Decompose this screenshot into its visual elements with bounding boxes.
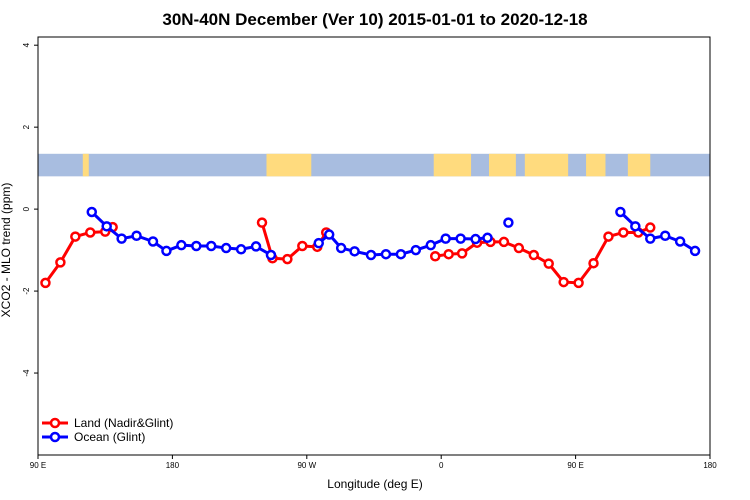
data-point [265, 249, 277, 261]
map-land-2 [433, 153, 472, 177]
y-axis: 4 2 0 -2 -4 [22, 42, 38, 377]
legend: Land (Nadir&Glint)Ocean (Glint) [42, 416, 173, 444]
data-point [498, 236, 510, 248]
x-tick-label: 180 [166, 461, 180, 470]
y-tick-label: 2 [22, 124, 31, 129]
series-line [435, 226, 651, 285]
data-point [282, 253, 293, 265]
data-point [220, 242, 232, 254]
data-point [86, 206, 98, 218]
map-land-4 [524, 153, 569, 177]
data-point [55, 257, 66, 268]
data-point [191, 240, 202, 252]
data-point [335, 242, 347, 254]
data-point [674, 236, 686, 247]
data-point [528, 249, 540, 261]
y-tick-label: -2 [22, 287, 31, 295]
data-point [630, 221, 641, 232]
data-point [365, 249, 377, 261]
data-point [455, 233, 466, 244]
map-land-5 [586, 153, 606, 177]
x-tick-label: 90 W [297, 461, 316, 470]
x-tick-label: 90 E [567, 461, 583, 470]
data-point [380, 248, 392, 260]
map-land-6 [627, 153, 651, 177]
x-axis-label: Longitude (deg E) [327, 477, 422, 491]
data-point [689, 245, 701, 257]
data-point [440, 233, 451, 244]
data-point [573, 277, 584, 289]
data-point [443, 248, 454, 260]
data-point [618, 227, 629, 238]
legend-label: Land (Nadir&Glint) [74, 416, 173, 430]
data-point [659, 230, 671, 242]
data-point [603, 231, 614, 242]
x-tick-label: 90 E [30, 461, 46, 470]
x-tick-label: 0 [439, 461, 444, 470]
data-point [313, 237, 324, 249]
data-point [349, 246, 360, 257]
y-tick-label: -4 [22, 369, 31, 377]
data-point [395, 248, 407, 260]
data-point [456, 248, 468, 259]
legend-marker [49, 431, 61, 443]
data-point [101, 221, 112, 232]
data-point [558, 276, 569, 288]
data-point [116, 233, 127, 244]
x-tick-label: 180 [703, 461, 717, 470]
data-point [543, 258, 554, 269]
data-point [425, 239, 436, 251]
legend-label: Ocean (Glint) [74, 430, 145, 444]
y-axis-label: XCO2 - MLO trend (ppm) [0, 183, 13, 318]
data-point [70, 231, 81, 242]
map-land-0 [82, 153, 89, 177]
y-tick-label: 4 [22, 42, 31, 47]
data-point [235, 244, 247, 255]
legend-marker [49, 417, 61, 429]
data-point [429, 250, 441, 262]
chart-title: 30N-40N December (Ver 10) 2015-01-01 to … [162, 10, 587, 29]
world-map-strip [38, 153, 710, 177]
data-point [323, 229, 335, 240]
series-layer [40, 206, 701, 289]
data-point [615, 206, 626, 218]
plot-frame [37, 36, 711, 456]
series-land [40, 217, 656, 289]
data-point [470, 233, 481, 245]
map-land-1 [266, 153, 312, 177]
data-point [297, 240, 308, 252]
data-point [482, 232, 493, 244]
data-point [40, 277, 51, 289]
data-point [131, 230, 142, 242]
data-point [503, 217, 514, 228]
series-ocean [86, 206, 701, 261]
data-point [85, 227, 96, 238]
data-point [645, 222, 656, 233]
y-tick-label: 0 [22, 206, 31, 211]
data-point [250, 241, 262, 252]
data-point [256, 217, 268, 228]
data-point [588, 257, 599, 269]
map-land-3 [488, 153, 516, 177]
data-point [176, 239, 187, 251]
data-point [410, 244, 422, 256]
x-axis: 90 E 180 90 W 0 90 E 180 [30, 455, 717, 470]
data-point [205, 240, 217, 252]
data-point [513, 242, 525, 254]
data-point [645, 233, 656, 244]
data-point [161, 245, 172, 257]
map-ocean [38, 153, 710, 177]
data-point [147, 236, 159, 247]
